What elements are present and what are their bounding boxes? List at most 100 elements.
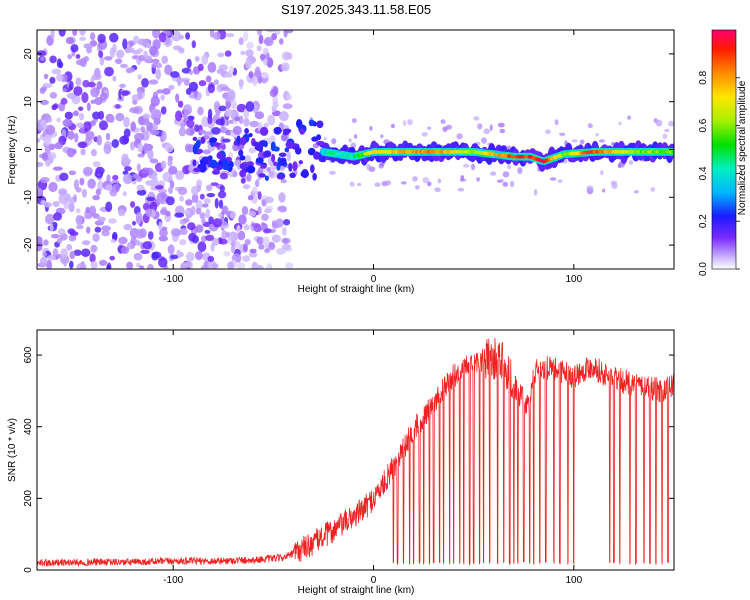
speckle <box>349 181 355 187</box>
noise-blob <box>133 252 143 261</box>
noise-blob <box>51 104 57 111</box>
noise-blob <box>95 188 102 196</box>
noise-blob <box>168 84 175 91</box>
noise-blob <box>122 173 133 185</box>
noise-blob <box>92 111 101 120</box>
noise-blob <box>158 221 163 232</box>
noise-blob <box>141 78 149 88</box>
noise-blob <box>168 186 173 194</box>
transition-blob <box>294 147 302 155</box>
noise-blob <box>52 200 60 208</box>
noise-blob <box>263 59 268 66</box>
speckle <box>434 187 441 193</box>
noise-blob <box>167 159 173 167</box>
speckle <box>579 139 585 145</box>
noise-blob <box>179 195 184 202</box>
noise-blob <box>195 200 203 211</box>
noise-blob <box>272 86 279 97</box>
noise-blob <box>256 30 263 36</box>
noise-blob <box>80 248 91 257</box>
snr-panel: -100 0 100 0 200 400 600 Height of straight l… <box>7 329 675 596</box>
noise-blob <box>232 125 242 135</box>
noise-blob <box>178 127 186 137</box>
noise-blob <box>249 248 257 254</box>
noise-blob <box>51 68 62 75</box>
noise-blob <box>47 117 52 123</box>
noise-blob <box>103 143 112 155</box>
noise-blob <box>40 99 49 105</box>
transition-blob <box>283 128 292 134</box>
noise-blob <box>225 95 234 102</box>
noise-blob <box>262 236 270 247</box>
speckle <box>664 128 670 133</box>
noise-blob <box>145 55 153 63</box>
noise-blob <box>217 52 225 58</box>
noise-blob <box>49 152 57 160</box>
noise-blob <box>155 62 162 69</box>
speckle <box>354 134 358 139</box>
noise-blob <box>171 30 182 42</box>
transition-blob <box>192 159 197 167</box>
noise-blob <box>78 112 85 121</box>
noise-blob <box>49 223 54 232</box>
speckle <box>323 136 327 141</box>
speckle <box>374 182 381 187</box>
noise-blob <box>143 142 149 154</box>
noise-blob <box>73 179 79 190</box>
noise-blob <box>92 161 101 168</box>
noise-blob <box>240 50 246 56</box>
noise-blob <box>75 208 81 214</box>
noise-blob <box>37 236 43 245</box>
speckle <box>483 128 491 135</box>
noise-blob <box>236 103 247 113</box>
x-tick-label: 100 <box>565 575 582 586</box>
colorbar-tick-label: 0.6 <box>698 118 709 132</box>
noise-blob <box>138 54 146 62</box>
noise-blob <box>89 253 96 263</box>
noise-blob <box>137 142 144 153</box>
noise-blob <box>246 173 252 182</box>
transition-blob <box>222 165 230 171</box>
noise-blob <box>48 181 58 193</box>
noise-blob <box>260 53 265 61</box>
snr-series <box>37 337 674 568</box>
noise-blob <box>271 33 277 41</box>
speckle <box>351 118 357 123</box>
transition-blob <box>248 133 253 138</box>
noise-blob <box>177 100 184 108</box>
noise-blob <box>37 124 43 132</box>
noise-blob <box>180 228 188 235</box>
speckle <box>442 126 448 132</box>
noise-blob <box>136 189 147 196</box>
noise-blob <box>194 56 200 62</box>
noise-blob <box>285 52 293 60</box>
speckle <box>477 123 483 130</box>
y-tick-label: 200 <box>23 490 34 507</box>
transition-blob <box>260 164 267 169</box>
noise-blob <box>158 32 167 43</box>
noise-blob <box>151 251 162 259</box>
noise-blob <box>244 239 251 246</box>
speckle <box>586 185 594 191</box>
noise-blob <box>248 210 257 217</box>
noise-blob <box>216 68 225 75</box>
noise-blob <box>108 218 117 224</box>
noise-blob <box>81 240 91 246</box>
noise-blob <box>279 111 289 122</box>
noise-blob <box>95 166 105 175</box>
noise-blob <box>241 206 249 216</box>
carrier-core <box>671 150 674 154</box>
noise-blob <box>266 167 271 172</box>
noise-blob <box>136 163 141 172</box>
noise-blob <box>40 200 46 205</box>
noise-blob <box>272 222 279 229</box>
noise-blob <box>175 110 183 122</box>
noise-blob <box>239 79 244 90</box>
transition-blob <box>292 161 298 172</box>
noise-blob <box>149 129 160 136</box>
speckle <box>407 119 413 126</box>
transition-blob <box>309 120 315 125</box>
noise-blob <box>186 251 195 262</box>
colorbar-tick-label: 0.4 <box>698 166 709 180</box>
transition-blob <box>284 147 290 153</box>
